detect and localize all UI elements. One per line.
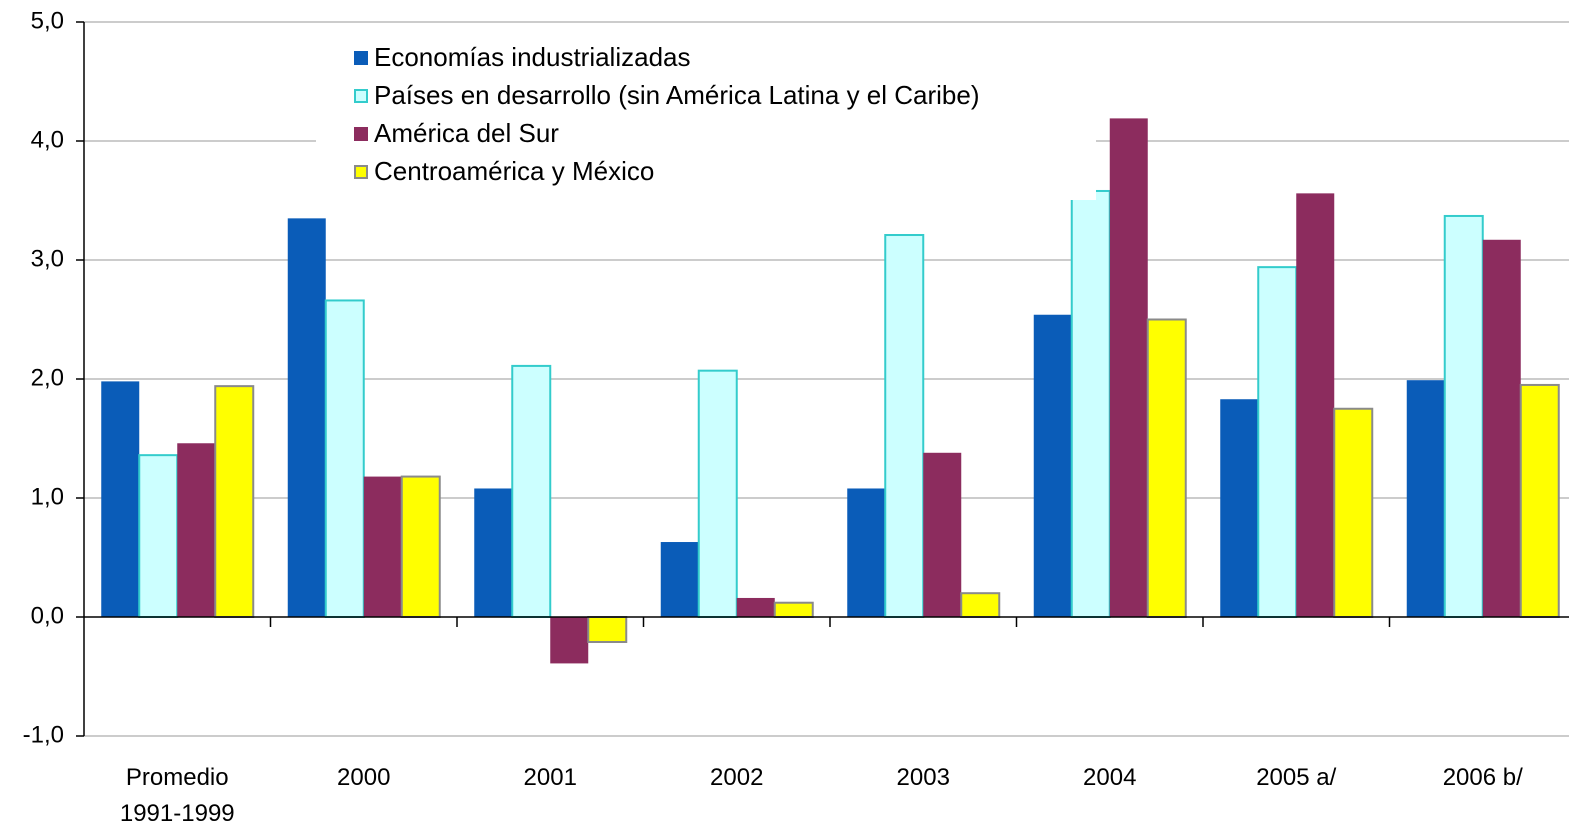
legend-label: Países en desarrollo (sin América Latina…	[374, 80, 980, 110]
bar	[884, 234, 925, 618]
bar	[1257, 266, 1298, 618]
bar	[773, 601, 814, 618]
bar	[1443, 214, 1484, 618]
bar	[847, 488, 886, 617]
legend-label: Centroamérica y México	[374, 156, 655, 186]
x-tick-label: 2006 b/	[1442, 764, 1523, 791]
bar	[587, 616, 628, 643]
bar	[511, 364, 552, 618]
bar	[1109, 118, 1148, 617]
y-tick-label: 1,0	[31, 483, 64, 510]
bar	[1406, 380, 1445, 617]
y-tick-label: 2,0	[31, 364, 64, 391]
y-tick-label: -1,0	[23, 721, 64, 748]
legend-label: América del Sur	[374, 118, 559, 148]
bar	[138, 454, 179, 618]
legend-item: Economías industrializadas	[354, 42, 691, 73]
bar	[1519, 383, 1560, 619]
legend: Economías industrializadas Países en desa…	[316, 38, 1096, 200]
bar	[177, 443, 216, 617]
bar	[287, 218, 326, 617]
bar	[400, 475, 441, 618]
bar	[101, 381, 140, 617]
legend-swatch	[354, 126, 368, 141]
x-tick-label: 2003	[896, 764, 950, 791]
legend-item: Países en desarrollo (sin América Latina…	[354, 80, 980, 111]
x-tick-label: 2002	[710, 764, 764, 791]
bar	[697, 369, 738, 619]
bar	[960, 592, 1001, 619]
bar	[214, 385, 255, 619]
bar	[1070, 189, 1111, 618]
bar	[736, 597, 775, 617]
bar	[474, 488, 513, 617]
x-tick-label: Promedio 1991-1999	[119, 764, 235, 827]
x-tick-label: 2000	[337, 764, 391, 791]
legend-item: América del Sur	[354, 118, 559, 149]
legend-swatch	[354, 50, 368, 65]
bar	[923, 452, 962, 617]
bar	[324, 299, 365, 618]
bar	[1033, 314, 1072, 617]
bar	[363, 476, 402, 617]
y-tick-label: 0,0	[31, 602, 64, 629]
bar	[1296, 193, 1335, 618]
bar	[1333, 407, 1374, 618]
x-tick-label: 2005 a/	[1256, 764, 1337, 791]
legend-swatch	[354, 164, 368, 179]
bar	[1146, 318, 1187, 618]
y-tick-label: 5,0	[31, 7, 64, 34]
bar	[660, 542, 699, 617]
y-tick-label: 3,0	[31, 245, 64, 272]
legend-item: Centroamérica y México	[354, 156, 654, 187]
bar	[1220, 399, 1259, 617]
legend-label: Economías industrializadas	[374, 42, 691, 72]
x-tick-label: 2001	[523, 764, 577, 791]
bar	[1482, 239, 1521, 617]
bar	[550, 617, 589, 664]
y-tick-label: 4,0	[31, 126, 64, 153]
legend-swatch	[354, 88, 368, 103]
x-tick-label: 2004	[1083, 764, 1137, 791]
